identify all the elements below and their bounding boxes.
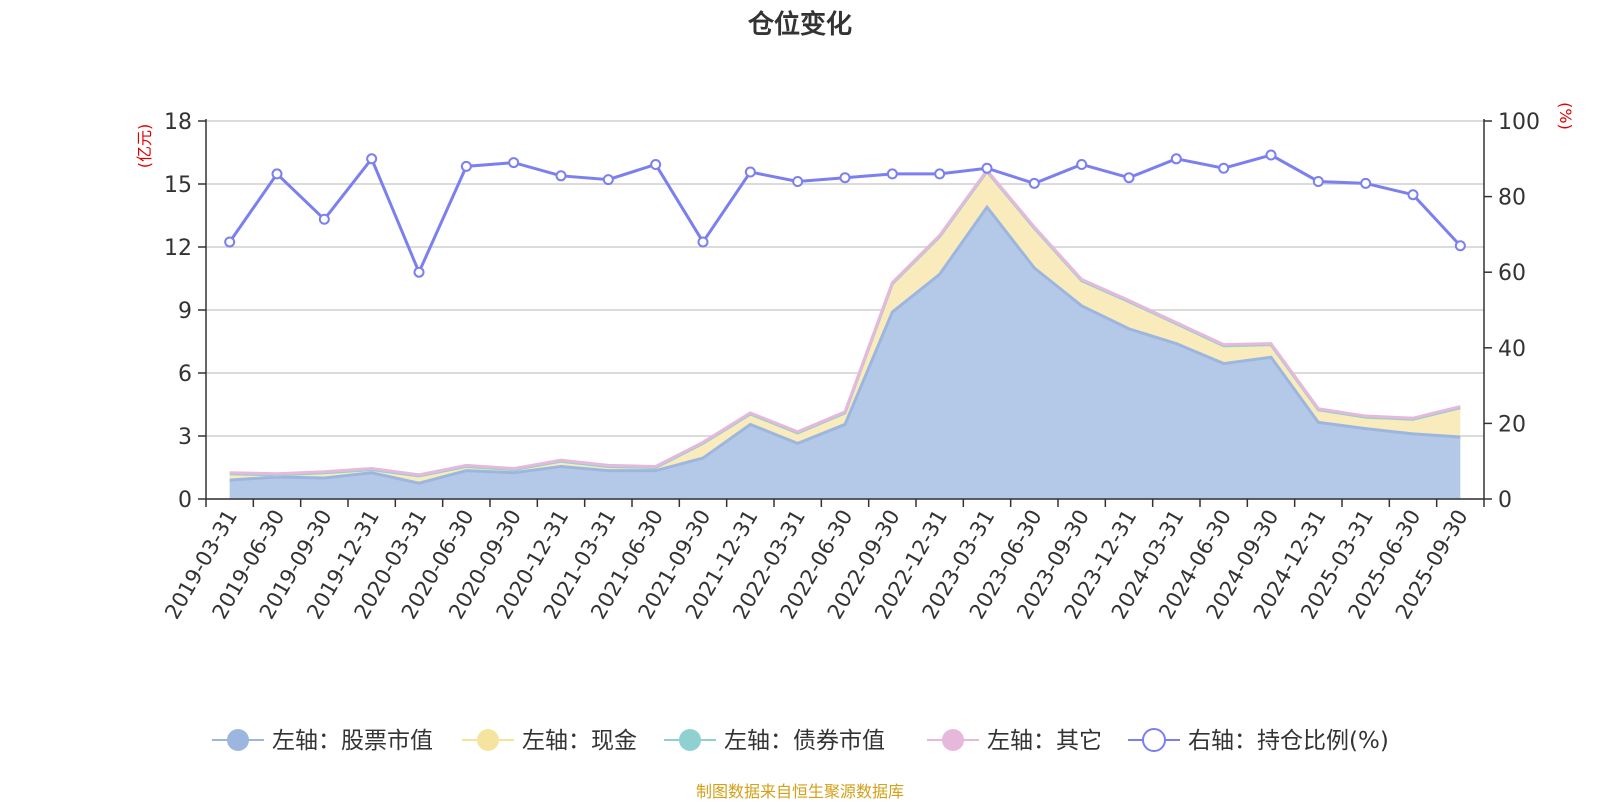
- legend-marker: [227, 729, 249, 751]
- left-tick-label: 9: [178, 299, 192, 324]
- legend-marker: [942, 729, 964, 751]
- right-tick-label: 0: [1498, 488, 1512, 513]
- left-axis-unit: (亿元): [135, 124, 154, 169]
- left-tick-label: 0: [178, 488, 192, 513]
- ratio-point: [224, 236, 236, 248]
- legend-label: 左轴：其它: [987, 728, 1102, 754]
- right-tick-label: 80: [1498, 186, 1526, 211]
- ratio-point: [1407, 189, 1419, 201]
- ratio-point: [1076, 158, 1088, 170]
- legend-label: 左轴：债券市值: [724, 728, 885, 754]
- ratio-point: [318, 213, 330, 225]
- ratio-point: [886, 168, 898, 180]
- left-tick-label: 3: [178, 425, 192, 450]
- ratio-point: [839, 172, 851, 184]
- chart-title: 仓位变化: [747, 10, 852, 40]
- legend-label: 左轴：股票市值: [272, 728, 433, 754]
- left-tick-label: 6: [178, 362, 192, 387]
- ratio-point: [744, 166, 756, 178]
- data-source-note: 制图数据来自恒生聚源数据库: [695, 782, 904, 801]
- legend-marker: [679, 729, 701, 751]
- ratio-point: [934, 168, 946, 180]
- ratio-point: [508, 157, 520, 169]
- left-tick-label: 15: [164, 173, 192, 198]
- ratio-point: [602, 174, 614, 186]
- ratio-point: [792, 175, 804, 187]
- ratio-point: [1312, 175, 1324, 187]
- area-series: [229, 207, 1461, 499]
- ratio-point: [1028, 177, 1040, 189]
- ratio-point: [1123, 172, 1135, 184]
- ratio-point: [460, 160, 472, 172]
- legend-label: 右轴：持仓比例(%): [1188, 728, 1389, 754]
- legend-marker: [1142, 728, 1166, 752]
- ratio-point: [1265, 149, 1277, 161]
- right-tick-label: 100: [1498, 110, 1540, 135]
- ratio-point: [697, 236, 709, 248]
- ratio-point: [1360, 177, 1372, 189]
- ratio-point: [650, 158, 662, 170]
- area-series-line: [229, 204, 1461, 485]
- ratio-point: [1454, 240, 1466, 252]
- ratio-point: [366, 153, 378, 165]
- ratio-point: [1170, 153, 1182, 165]
- legend-label: 左轴：现金: [522, 728, 637, 754]
- area-series-line: [229, 167, 1461, 477]
- ratio-point: [413, 266, 425, 278]
- right-tick-label: 60: [1498, 261, 1526, 286]
- ratio-point: [555, 170, 567, 182]
- left-tick-label: 12: [164, 236, 192, 261]
- right-axis-unit: (%): [1556, 102, 1575, 130]
- left-tick-label: 18: [164, 110, 192, 135]
- ratio-point: [981, 162, 993, 174]
- right-tick-label: 20: [1498, 412, 1526, 437]
- right-tick-label: 40: [1498, 337, 1526, 362]
- ratio-point: [271, 168, 283, 180]
- ratio-point: [1218, 162, 1230, 174]
- legend-marker: [477, 729, 499, 751]
